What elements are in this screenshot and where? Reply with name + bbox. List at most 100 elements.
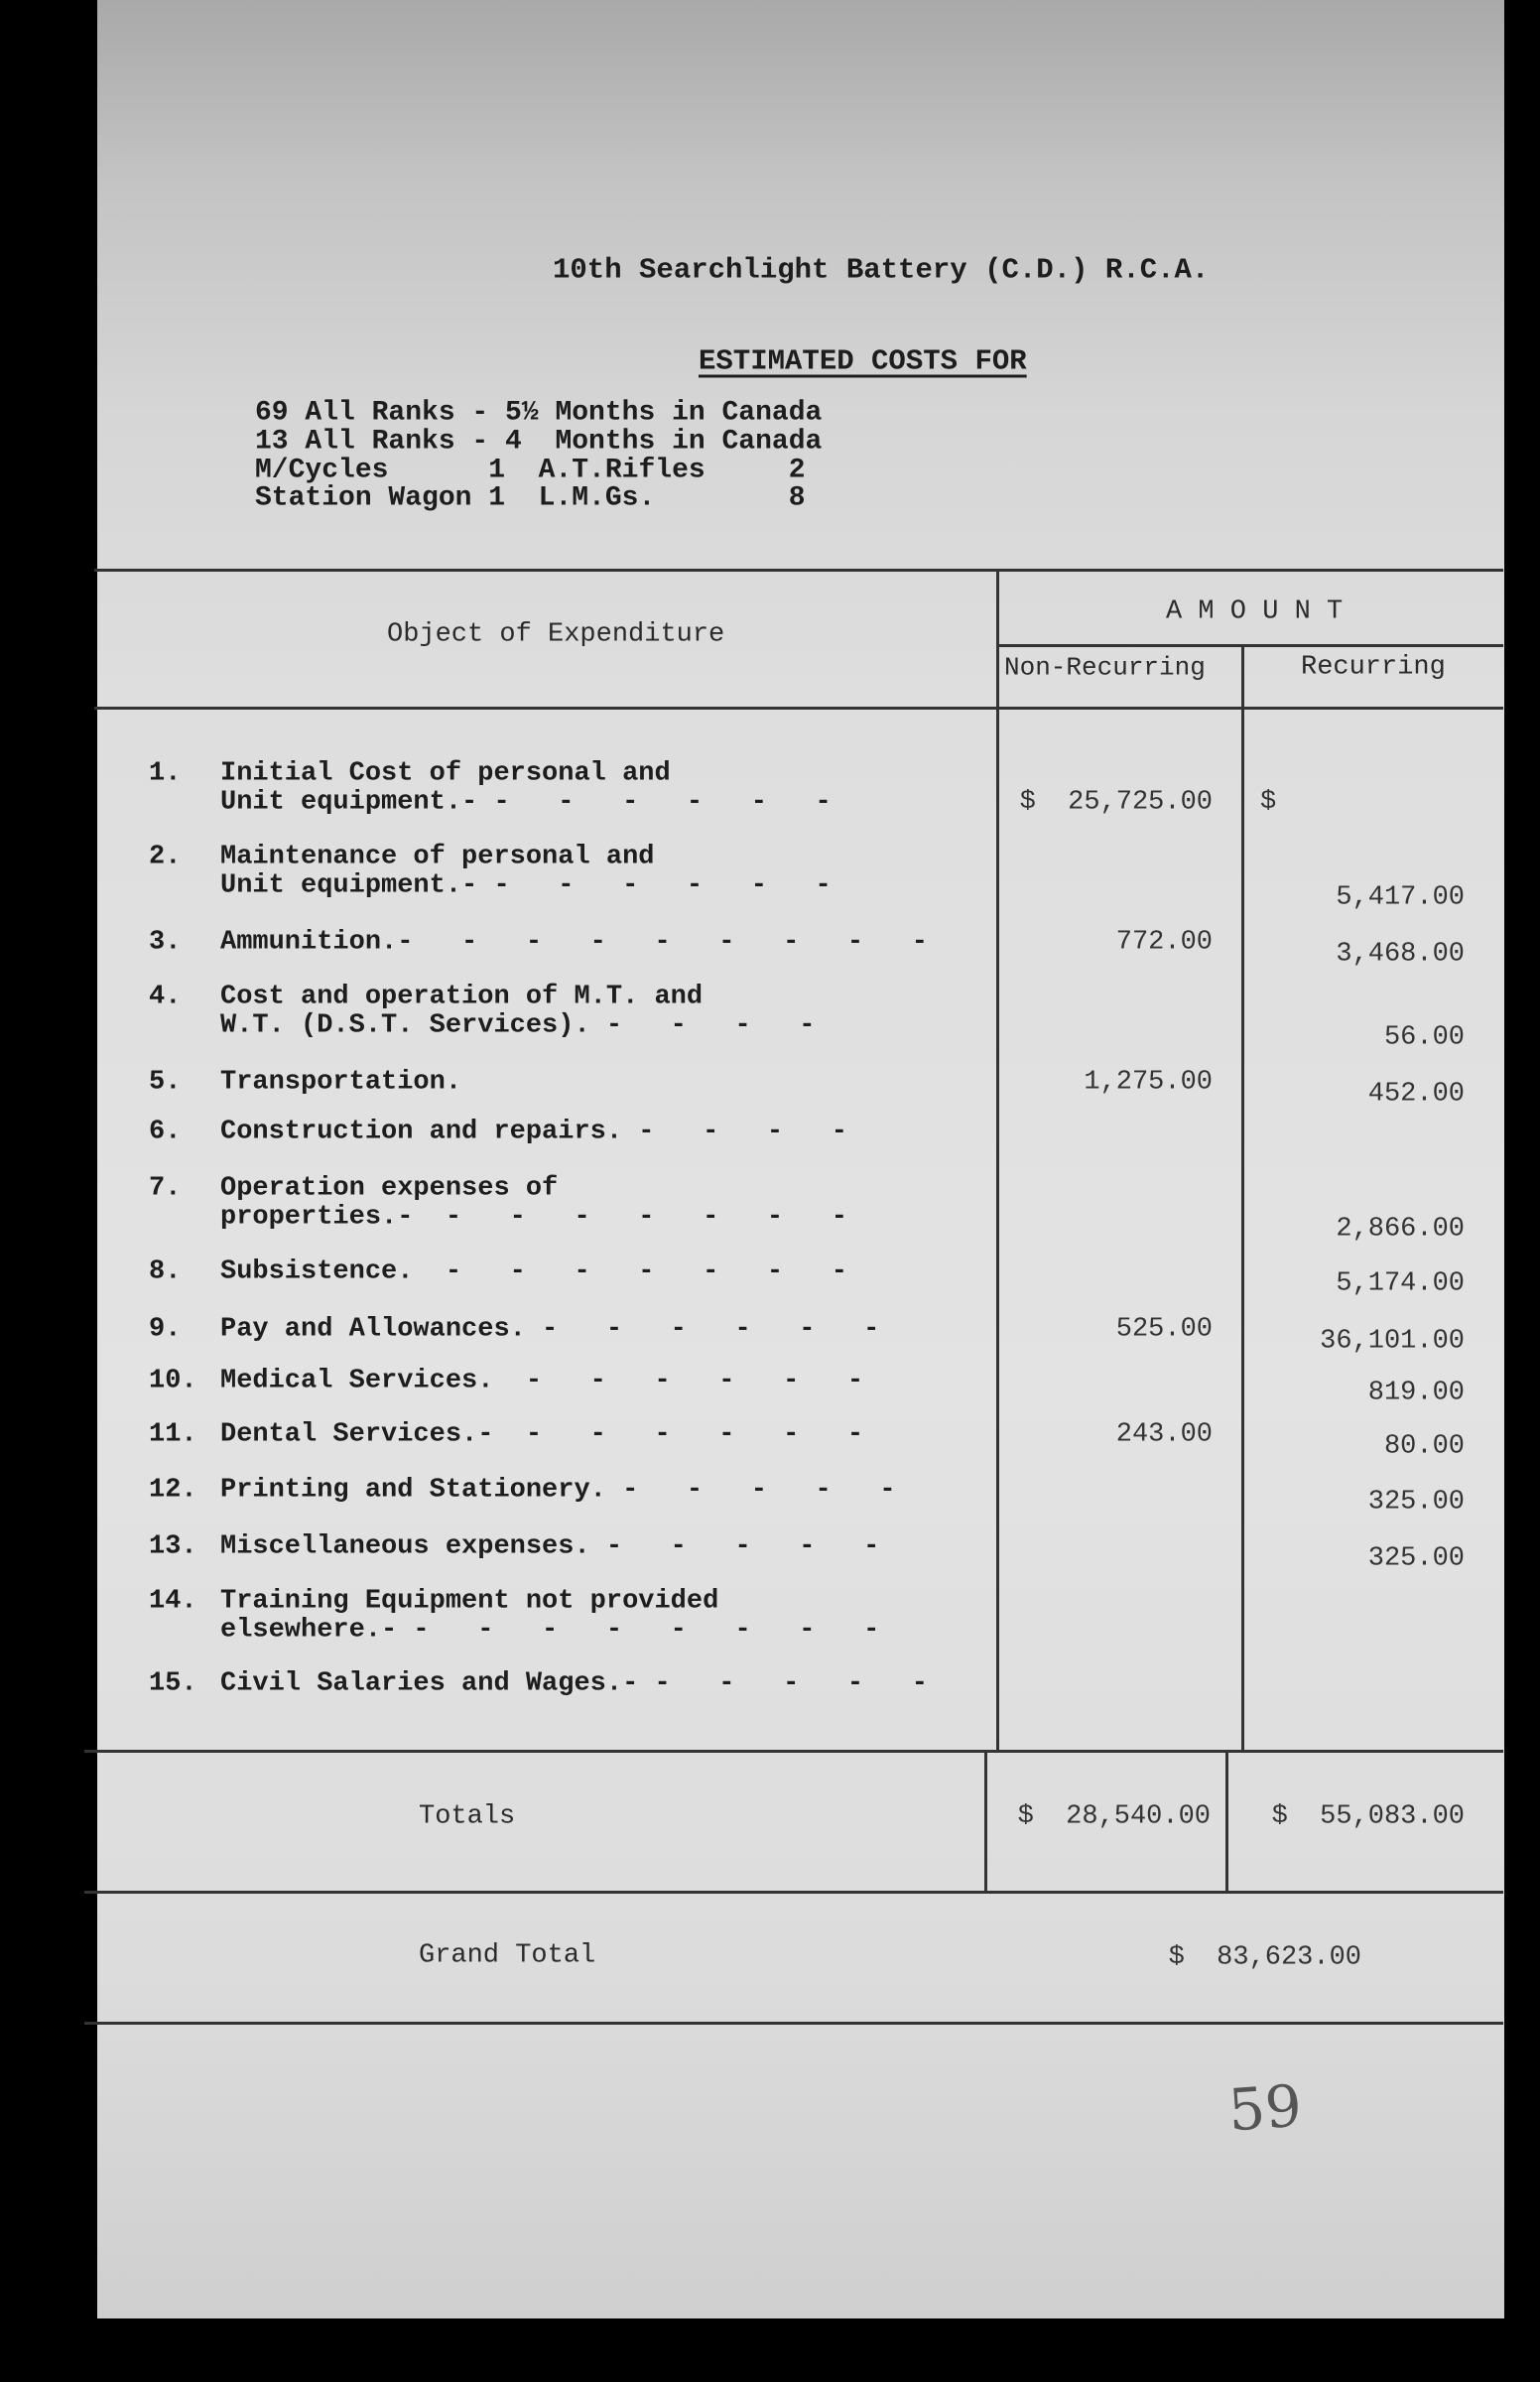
totals-bottom-rule <box>84 1891 1503 1894</box>
row-number: 2. <box>149 842 182 872</box>
row-leader-dashes: - - - - - - - - <box>397 1615 880 1646</box>
row-number: 14. <box>149 1586 197 1617</box>
header-bottom-rule <box>94 707 1503 710</box>
row-label-line: Printing and Stationery. - - - - - <box>220 1475 896 1506</box>
column-divider-object <box>996 569 999 1750</box>
row-recurring-amount: 452.00 <box>1367 1079 1465 1110</box>
row-number: 9. <box>149 1314 182 1345</box>
row-label-line: Pay and Allowances. - - - - - - <box>220 1314 879 1345</box>
grand-total-value: $ 83,623.00 <box>1168 1942 1361 1973</box>
row-leader-dashes: - - - - <box>622 1117 847 1147</box>
row-label-text: Medical Services. <box>220 1366 494 1396</box>
row-label-line: Civil Salaries and Wages.- - - - - - <box>220 1668 928 1699</box>
row-nonrecurring-amount: $ 25,725.00 <box>1019 787 1213 818</box>
column-divider-amounts <box>1241 644 1244 1750</box>
detail-line-3: M/Cycles 1 A.T.Rifles 2 <box>255 455 806 486</box>
totals-label: Totals <box>419 1801 516 1832</box>
handwritten-page-number: 59 <box>1225 2071 1305 2145</box>
row-nonrecurring-amount: 243.00 <box>1115 1419 1213 1450</box>
row-number: 3. <box>149 927 182 958</box>
row-label-text: Unit equipment.- <box>220 870 478 901</box>
document-page <box>97 0 1504 2318</box>
row-label-text: Maintenance of personal and <box>220 842 655 872</box>
row-label-line: Cost and operation of M.T. and <box>220 982 704 1012</box>
totals-nonrecurring: $ 28,540.00 <box>1017 1801 1211 1832</box>
row-label-line: Initial Cost of personal and <box>220 758 671 789</box>
row-label-text: Training Equipment not provided <box>220 1586 719 1617</box>
row-label-line: Construction and repairs. - - - - <box>220 1117 847 1147</box>
row-label-line: Miscellaneous expenses. - - - - - <box>220 1531 880 1562</box>
row-leader-dashes: - - - - - - - <box>413 1257 847 1287</box>
totals-recurring: $ 55,083.00 <box>1271 1801 1465 1832</box>
row-label-line: Maintenance of personal and <box>220 842 655 872</box>
row-recurring-amount: 80.00 <box>1383 1431 1465 1462</box>
row-number: 15. <box>149 1668 197 1699</box>
row-label-text: elsewhere.- <box>220 1615 398 1646</box>
row-leader-dashes: - - - - - <box>605 1475 896 1506</box>
row-leader-dashes: - - - - - - <box>493 1366 864 1396</box>
row-leader-dashes: - - - - - <box>638 1668 928 1699</box>
row-number: 5. <box>149 1067 182 1098</box>
row-label-line: elsewhere.- - - - - - - - - <box>220 1615 880 1646</box>
row-recurring-amount: $ <box>1260 787 1277 818</box>
row-label-text: Initial Cost of personal and <box>220 758 671 789</box>
row-number: 6. <box>149 1117 182 1147</box>
row-label-text: Pay and Allowances. <box>220 1314 526 1345</box>
row-label-text: W.T. (D.S.T. Services). <box>220 1010 590 1041</box>
row-label-text: properties.- <box>220 1202 414 1233</box>
row-recurring-amount: 5,174.00 <box>1336 1268 1465 1299</box>
row-number: 12. <box>149 1475 197 1506</box>
row-nonrecurring-amount: 772.00 <box>1115 927 1213 958</box>
row-label-text: Subsistence. <box>220 1257 414 1287</box>
row-label-text: Civil Salaries and Wages.- <box>220 1668 639 1699</box>
grand-total-label: Grand Total <box>419 1940 596 1971</box>
table-top-rule <box>94 569 1503 572</box>
row-number: 13. <box>149 1531 197 1562</box>
row-label-text: Ammunition.- <box>220 927 414 958</box>
document-subtitle: ESTIMATED COSTS FOR <box>699 344 1027 378</box>
column-header-nonrecurring: Non-Recurring <box>1004 652 1206 683</box>
row-leader-dashes: - - - - - - <box>493 1419 864 1450</box>
row-recurring-amount: 325.00 <box>1367 1487 1465 1518</box>
document-title: 10th Searchlight Battery (C.D.) R.C.A. <box>553 253 1210 287</box>
totals-top-rule <box>84 1750 1503 1753</box>
row-label-line: Ammunition.- - - - - - - - - <box>220 927 928 958</box>
row-label-line: Transportation. <box>220 1067 462 1098</box>
row-number: 7. <box>149 1173 182 1204</box>
row-recurring-amount: 819.00 <box>1367 1378 1465 1408</box>
detail-line-4: Station Wagon 1 L.M.Gs. 8 <box>255 482 806 514</box>
column-header-object: Object of Expenditure <box>387 619 725 650</box>
row-leader-dashes: - - - - - - <box>477 787 832 818</box>
row-recurring-amount: 2,866.00 <box>1336 1214 1465 1245</box>
row-label-line: Operation expenses of <box>220 1173 559 1204</box>
row-recurring-amount: 56.00 <box>1383 1022 1465 1053</box>
row-recurring-amount: 5,417.00 <box>1336 882 1465 913</box>
row-label-line: W.T. (D.S.T. Services). - - - - <box>220 1010 816 1041</box>
row-leader-dashes: - - - - - - - <box>413 1202 847 1233</box>
row-leader-dashes: - - - - <box>589 1010 816 1041</box>
row-number: 1. <box>149 758 182 789</box>
row-label-text: Cost and operation of M.T. and <box>220 982 704 1012</box>
row-label-text: Printing and Stationery. <box>220 1475 606 1506</box>
row-leader-dashes: - - - - - - - - <box>413 927 928 958</box>
column-divider-object-totals <box>984 1750 987 1894</box>
row-number: 10. <box>149 1366 197 1396</box>
row-label-line: Unit equipment.- - - - - - - <box>220 870 832 901</box>
row-label-text: Operation expenses of <box>220 1173 559 1204</box>
row-label-line: Medical Services. - - - - - - <box>220 1366 864 1396</box>
column-header-amount: A M O U N T <box>1166 596 1344 627</box>
row-leader-dashes: - - - - - - <box>477 870 832 901</box>
grand-total-rule <box>84 2022 1503 2025</box>
row-number: 4. <box>149 982 182 1012</box>
row-recurring-amount: 36,101.00 <box>1320 1326 1465 1357</box>
row-label-text: Transportation. <box>220 1067 462 1098</box>
row-label-text: Miscellaneous expenses. <box>220 1531 590 1562</box>
row-nonrecurring-amount: 1,275.00 <box>1084 1067 1213 1098</box>
row-number: 11. <box>149 1419 197 1450</box>
row-label-line: Training Equipment not provided <box>220 1586 719 1617</box>
row-nonrecurring-amount: 525.00 <box>1115 1314 1213 1345</box>
row-number: 8. <box>149 1257 182 1287</box>
row-leader-dashes: - - - - - <box>589 1531 880 1562</box>
row-label-text: Construction and repairs. <box>220 1117 623 1147</box>
row-label-line: properties.- - - - - - - - <box>220 1202 847 1233</box>
